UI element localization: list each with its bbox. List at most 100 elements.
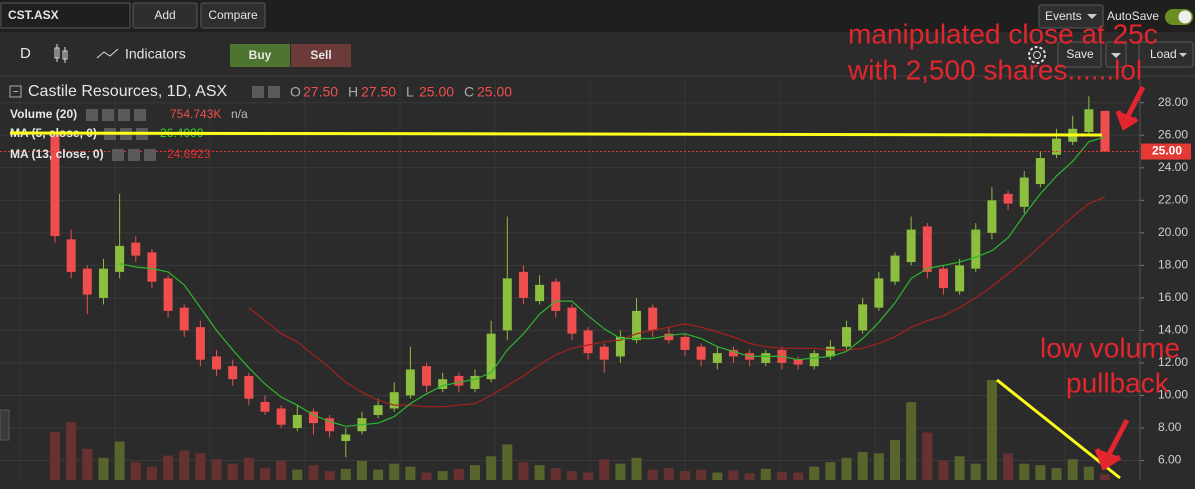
volume-bar bbox=[986, 380, 997, 480]
candle-body bbox=[1100, 110, 1110, 152]
ma13-name: MA (13, close, 0) bbox=[10, 147, 104, 161]
volume-bar bbox=[566, 471, 577, 480]
volume-bar bbox=[631, 457, 642, 480]
legend-icons[interactable] bbox=[86, 109, 146, 121]
events-label: Events bbox=[1045, 9, 1082, 23]
last-price-box bbox=[1141, 143, 1191, 160]
candle-body bbox=[906, 229, 916, 263]
volume-bar bbox=[599, 459, 610, 480]
volume-bar bbox=[421, 472, 432, 480]
volume-bar bbox=[663, 468, 674, 480]
side-panel-tab[interactable] bbox=[0, 409, 10, 441]
volume-bar bbox=[227, 463, 238, 480]
candle-body bbox=[842, 327, 852, 347]
y-tick-label: 28.00 bbox=[1158, 95, 1188, 109]
volume-bar bbox=[1067, 459, 1078, 480]
toggle-knob bbox=[1178, 10, 1192, 24]
candle-body bbox=[1084, 109, 1094, 133]
volume-bar bbox=[744, 473, 755, 480]
volume-bar bbox=[66, 422, 77, 480]
ohlc-key: H bbox=[348, 84, 358, 100]
candle-body bbox=[502, 278, 512, 331]
save-button[interactable] bbox=[1057, 41, 1102, 68]
load-label: Load bbox=[1150, 47, 1177, 61]
collapse-box[interactable] bbox=[9, 85, 22, 98]
volume-bar bbox=[373, 469, 384, 480]
volume-bar bbox=[308, 465, 319, 480]
interval[interactable]: D bbox=[20, 45, 31, 62]
candle-icon[interactable] bbox=[54, 44, 68, 63]
sell-button[interactable] bbox=[291, 44, 351, 67]
volume-bar bbox=[583, 472, 594, 480]
save-label: Save bbox=[1066, 47, 1094, 61]
annotation: pullback bbox=[1066, 367, 1170, 398]
candle-body bbox=[712, 353, 722, 363]
candle-body bbox=[551, 281, 561, 311]
ohlc-value: 27.50 bbox=[303, 84, 338, 100]
candle-body bbox=[971, 229, 981, 269]
y-tick-label: 18.00 bbox=[1158, 258, 1188, 272]
ohlc-value: 25.00 bbox=[477, 84, 512, 100]
candle-body bbox=[567, 307, 577, 334]
candle-body bbox=[696, 346, 706, 360]
volume-bar bbox=[922, 432, 933, 480]
candle-body bbox=[389, 392, 399, 409]
candle-body bbox=[890, 255, 900, 282]
dropdown-caret bbox=[1087, 14, 1097, 19]
volume-bar bbox=[550, 468, 561, 480]
plot-area: 6.00 8.00 10.00 12.00 14.00 16.00 18.00 20.00 22… bbox=[0, 80, 1191, 480]
trendline[interactable] bbox=[9, 131, 1103, 137]
volume-bar bbox=[954, 456, 965, 480]
candle-body bbox=[1003, 193, 1013, 204]
candle-body bbox=[244, 375, 254, 399]
volume-bar bbox=[195, 453, 206, 480]
y-tick-label: 16.00 bbox=[1158, 290, 1188, 304]
settings-icon[interactable] bbox=[1028, 46, 1046, 64]
volume-bar bbox=[809, 466, 820, 480]
volume-bar bbox=[857, 451, 868, 480]
volume-bar bbox=[696, 469, 707, 480]
indicators-button[interactable]: Indicators bbox=[125, 46, 186, 62]
ma5-line bbox=[119, 136, 1106, 427]
legend-icons[interactable] bbox=[112, 149, 156, 161]
volume-bar bbox=[260, 468, 270, 480]
volume-bar bbox=[453, 468, 464, 480]
buy-button[interactable] bbox=[230, 44, 290, 67]
candle-body bbox=[938, 268, 948, 289]
y-tick-label: 24.00 bbox=[1158, 160, 1188, 174]
volume-bar bbox=[437, 471, 448, 480]
volume-bar bbox=[970, 463, 981, 480]
candle-body bbox=[1052, 138, 1062, 155]
candle-body bbox=[276, 408, 286, 425]
candle-body bbox=[1019, 177, 1029, 207]
candle-body bbox=[648, 307, 658, 331]
compare-button[interactable] bbox=[200, 2, 266, 29]
candle-body bbox=[292, 414, 302, 428]
events-button[interactable] bbox=[1038, 4, 1104, 29]
volume-bar bbox=[243, 457, 254, 480]
candle-body bbox=[858, 304, 868, 331]
candle-body bbox=[131, 242, 141, 256]
volume-bar bbox=[906, 402, 917, 480]
load-button[interactable] bbox=[1138, 41, 1194, 68]
volume-bar bbox=[1003, 453, 1014, 480]
volume-bar bbox=[179, 450, 190, 480]
y-tick-label: 6.00 bbox=[1158, 453, 1182, 467]
volume-bar bbox=[389, 463, 400, 480]
add-button[interactable] bbox=[132, 2, 198, 29]
autosave-label: AutoSave bbox=[1107, 9, 1159, 23]
volume-bar bbox=[130, 462, 141, 480]
legend-icons[interactable] bbox=[252, 86, 280, 98]
candle-body bbox=[179, 307, 189, 331]
ohlc-key: C bbox=[464, 84, 474, 100]
candle-body bbox=[793, 359, 803, 365]
volume-bar bbox=[841, 457, 852, 480]
candle-body bbox=[664, 333, 674, 341]
candle-body bbox=[761, 353, 771, 363]
ma13-line bbox=[248, 196, 1106, 408]
symbol-input[interactable] bbox=[0, 2, 131, 29]
volume-bar bbox=[1051, 468, 1062, 480]
y-tick-label: 8.00 bbox=[1158, 420, 1182, 434]
volume-bar bbox=[211, 459, 222, 480]
